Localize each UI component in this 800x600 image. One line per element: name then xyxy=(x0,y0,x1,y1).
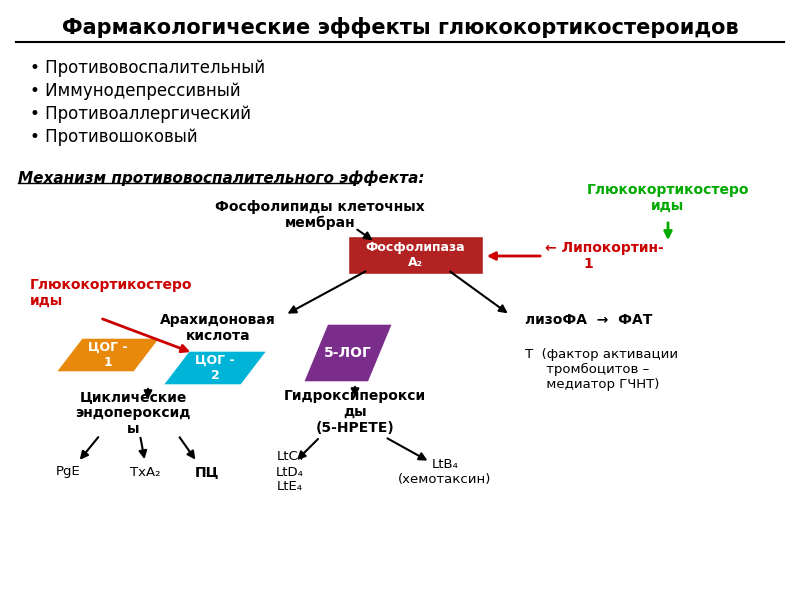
Text: • Иммунодепрессивный: • Иммунодепрессивный xyxy=(30,82,241,100)
Text: ЦОГ -
2: ЦОГ - 2 xyxy=(195,354,235,382)
Text: Т  (фактор активации
     тромбоцитов –
     медиатор ГЧНТ): Т (фактор активации тромбоцитов – медиат… xyxy=(525,348,678,391)
Text: Глюкокортикостеро
иды: Глюкокортикостеро иды xyxy=(586,183,750,213)
Text: Арахидоновая
кислота: Арахидоновая кислота xyxy=(160,313,276,343)
Polygon shape xyxy=(163,351,267,385)
Polygon shape xyxy=(303,324,393,382)
Text: Гидроксиперокси
ды
(5-HPETE): Гидроксиперокси ды (5-HPETE) xyxy=(284,389,426,435)
Text: ПЦ: ПЦ xyxy=(194,465,219,479)
Text: Глюкокортикостеро
иды: Глюкокортикостеро иды xyxy=(30,278,193,308)
Text: ЦОГ -
1: ЦОГ - 1 xyxy=(88,341,128,369)
Text: LtC₄
LtD₄
LtE₄: LtC₄ LtD₄ LtE₄ xyxy=(276,451,304,493)
Text: Фосфолипаза
А₂: Фосфолипаза А₂ xyxy=(365,241,465,269)
Text: • Противовоспалительный: • Противовоспалительный xyxy=(30,59,265,77)
Text: лизоФА  →  ФАТ: лизоФА → ФАТ xyxy=(525,313,652,327)
Text: Циклические
эндопероксид
ы: Циклические эндопероксид ы xyxy=(75,390,190,436)
Text: TxA₂: TxA₂ xyxy=(130,466,160,479)
Text: • Противошоковый: • Противошоковый xyxy=(30,128,198,146)
FancyBboxPatch shape xyxy=(347,236,482,274)
Text: • Противоаллергический: • Противоаллергический xyxy=(30,105,251,123)
Text: Фосфолипиды клеточных
мембран: Фосфолипиды клеточных мембран xyxy=(215,200,425,230)
Text: Фармакологические эффекты глюкокортикостероидов: Фармакологические эффекты глюкокортикост… xyxy=(62,17,738,38)
Text: PgE: PgE xyxy=(56,466,80,479)
Text: 5-ЛОГ: 5-ЛОГ xyxy=(324,346,372,360)
Polygon shape xyxy=(56,338,160,372)
Text: LtB₄
(хемотаксин): LtB₄ (хемотаксин) xyxy=(398,458,492,486)
Text: ← Липокортин-
        1: ← Липокортин- 1 xyxy=(545,241,664,271)
Text: Механизм противовоспалительного эффекта:: Механизм противовоспалительного эффекта: xyxy=(18,170,425,186)
